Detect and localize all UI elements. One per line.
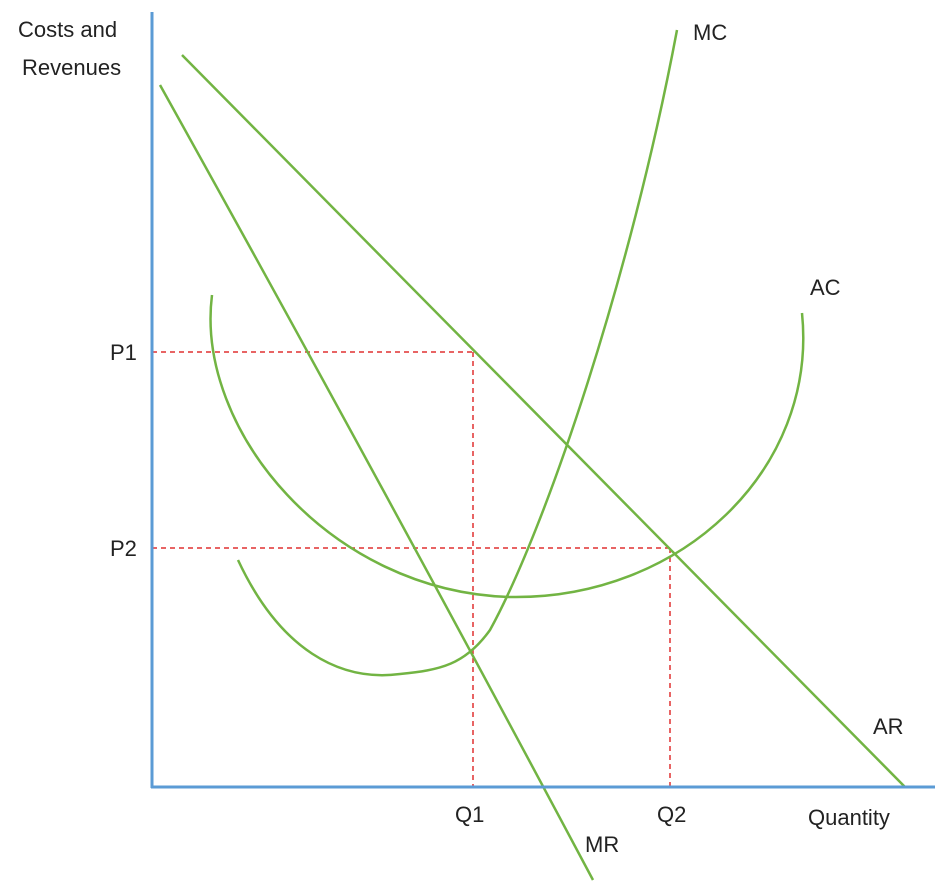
quantity-label: Q1 xyxy=(455,802,484,827)
curve-label: MR xyxy=(585,832,619,857)
curve-label: MC xyxy=(693,20,727,45)
curve-label: AR xyxy=(873,714,904,739)
ac-curve xyxy=(209,294,805,599)
ar-curve xyxy=(181,54,906,788)
price-label: P1 xyxy=(110,340,137,365)
quantity-label: Q2 xyxy=(657,802,686,827)
y-axis-label: Costs and xyxy=(18,17,117,42)
curve-label: AC xyxy=(810,275,841,300)
mc-curve xyxy=(236,29,679,677)
x-axis-label: Quantity xyxy=(808,805,890,830)
price-label: P2 xyxy=(110,536,137,561)
y-axis-label: Revenues xyxy=(22,55,121,80)
mr-curve xyxy=(158,84,595,881)
